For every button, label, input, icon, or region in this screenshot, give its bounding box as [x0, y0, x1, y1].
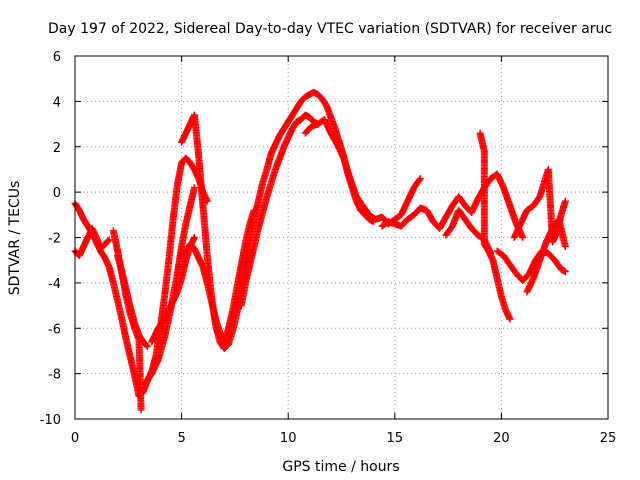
data-point — [143, 342, 151, 350]
data-point — [561, 197, 569, 205]
data-point — [190, 234, 198, 241]
y-tick-label: -6 — [48, 322, 61, 337]
y-tick-label: -4 — [48, 277, 61, 292]
series-arc-d — [71, 224, 113, 260]
tick-labels: 0 5 10 15 20 25 -10 -8 -6 -4 -2 0 2 4 6 — [40, 50, 617, 446]
data-point — [519, 234, 527, 241]
x-tick-label: 0 — [71, 431, 79, 446]
series-arc-m — [476, 129, 514, 323]
data-point — [416, 175, 424, 183]
x-tick-label: 15 — [387, 431, 404, 446]
series-arc-c — [114, 252, 151, 350]
series-arc-j — [301, 116, 424, 228]
y-tick-label: -8 — [48, 368, 61, 383]
x-tick-label: 5 — [177, 431, 185, 446]
y-tick-label: 6 — [53, 50, 61, 65]
x-tick-label: 25 — [600, 431, 617, 446]
data-point — [561, 268, 569, 276]
data-point — [506, 315, 514, 323]
y-tick-label: 2 — [53, 141, 61, 156]
x-axis-label: GPS time / hours — [282, 459, 399, 475]
y-tick-label: 4 — [53, 95, 61, 110]
x-tick-label: 10 — [280, 431, 297, 446]
data-point — [142, 341, 150, 349]
y-tick-label: 0 — [53, 186, 61, 201]
y-axis-label: SDTVAR / TECUs — [7, 181, 23, 296]
series-arc-p — [523, 215, 569, 296]
series-arc-i — [237, 111, 322, 310]
data-point — [104, 237, 112, 245]
data-point — [190, 184, 198, 192]
data-point — [561, 243, 569, 251]
y-tick-label: -2 — [48, 232, 61, 247]
chart-title: Day 197 of 2022, Sidereal Day-to-day VTE… — [48, 21, 612, 37]
data-point — [415, 176, 423, 184]
data-points — [71, 88, 569, 414]
y-tick-label: -10 — [40, 413, 61, 428]
series-arc-e — [141, 184, 198, 387]
series-arc-h — [178, 88, 377, 353]
x-tick-label: 20 — [493, 431, 510, 446]
plot-frame — [74, 55, 609, 420]
data-point — [137, 406, 145, 414]
data-point — [105, 236, 113, 244]
series-arc-k — [378, 170, 527, 241]
